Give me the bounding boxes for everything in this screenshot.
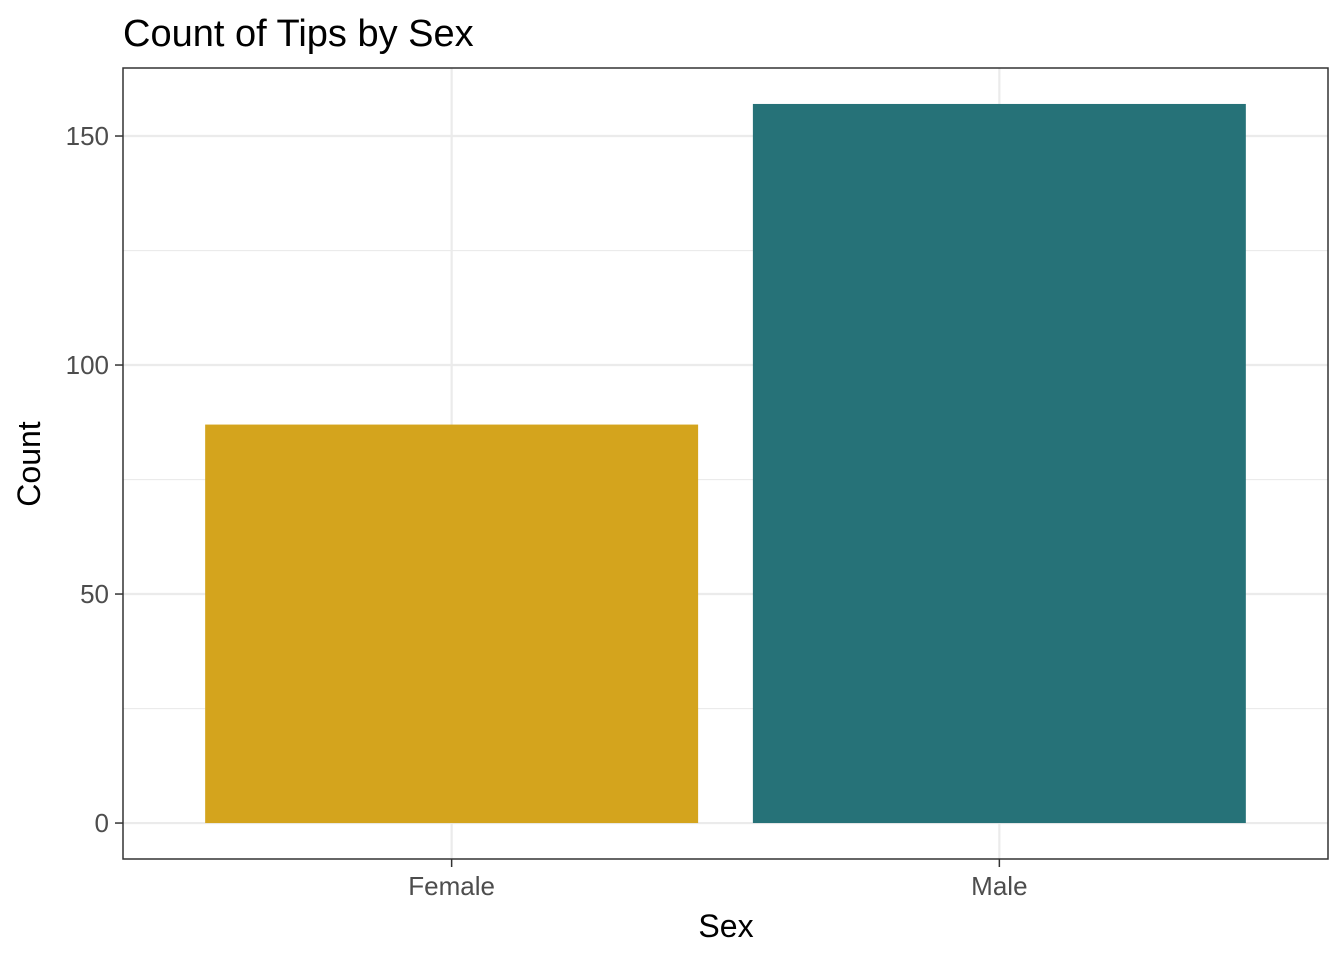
- y-axis-title: Count: [11, 421, 47, 507]
- x-tick-label-male: Male: [971, 871, 1027, 901]
- bar-male: [752, 103, 1246, 824]
- bar-female: [205, 424, 699, 824]
- y-tick-label: 150: [66, 121, 109, 151]
- y-tick-label: 100: [66, 350, 109, 380]
- y-tick-label: 50: [80, 579, 109, 609]
- x-axis-title: Sex: [698, 908, 753, 944]
- x-axis-ticks: Female Male: [408, 859, 1028, 901]
- chart-title: Count of Tips by Sex: [123, 13, 474, 55]
- x-tick-label-female: Female: [408, 871, 495, 901]
- panel-border: [122, 67, 1329, 860]
- bars: [205, 103, 1246, 824]
- y-tick-label: 0: [95, 808, 109, 838]
- y-axis-ticks: 0 50 100 150: [66, 121, 123, 838]
